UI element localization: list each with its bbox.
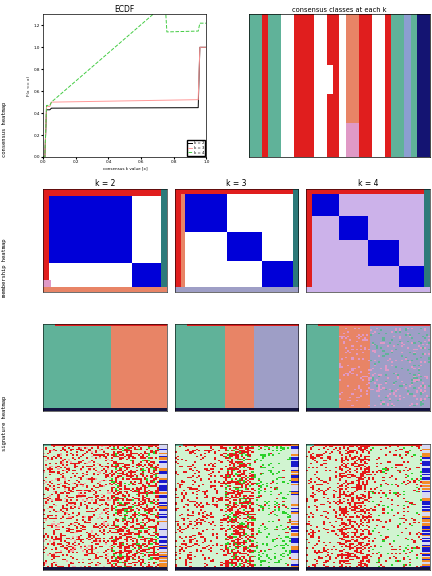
Text: membership heatmap: membership heatmap — [2, 238, 7, 297]
Legend: k = 2, k = 3, k = 4: k = 2, k = 3, k = 4 — [187, 141, 205, 156]
Title: ECDF: ECDF — [115, 5, 135, 14]
Title: k = 3: k = 3 — [226, 179, 247, 188]
Title: k = 4: k = 4 — [358, 179, 378, 188]
Title: consensus classes at each k: consensus classes at each k — [292, 6, 387, 13]
Text: signature heatmap: signature heatmap — [2, 396, 7, 451]
Text: consensus heatmap: consensus heatmap — [2, 102, 7, 157]
X-axis label: consensus k value [x]: consensus k value [x] — [102, 166, 147, 170]
Title: k = 2: k = 2 — [95, 179, 115, 188]
Y-axis label: F(x <= x): F(x <= x) — [27, 75, 32, 96]
